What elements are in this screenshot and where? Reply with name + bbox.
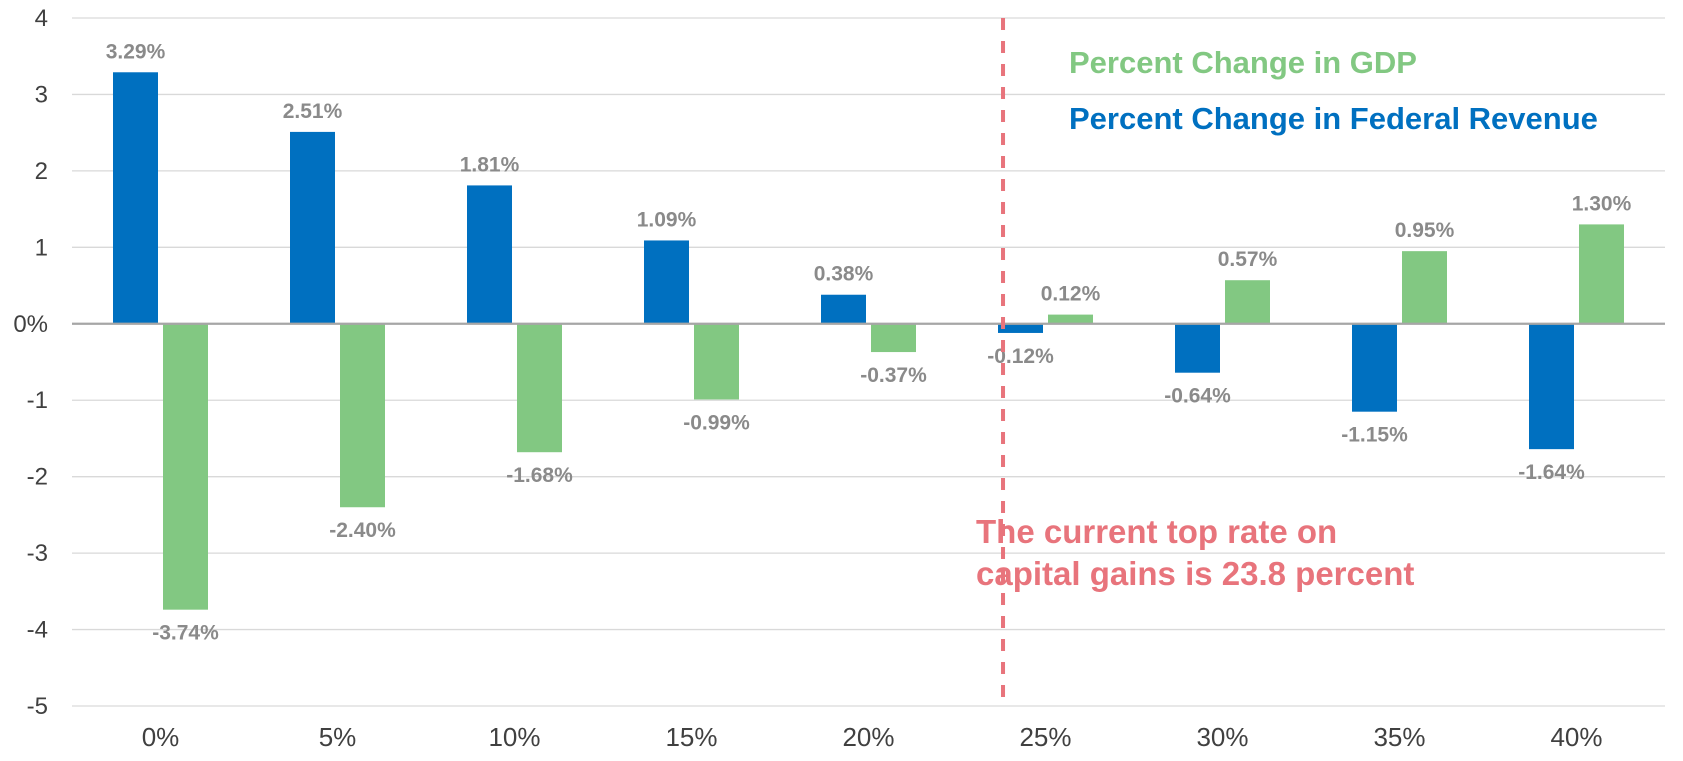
bar-federal-revenue-5pct — [290, 131, 335, 324]
bar-federal-revenue-20pct — [821, 294, 866, 324]
y-tick-label: -5 — [27, 693, 48, 720]
bar-gdp-5pct — [340, 323, 385, 508]
x-tick-label: 40% — [1550, 722, 1602, 752]
x-tick-label: 10% — [488, 722, 540, 752]
y-tick-label: -2 — [27, 464, 48, 491]
data-label: 2.51% — [283, 100, 343, 123]
data-label: 0.12% — [1041, 283, 1101, 306]
data-label: 0.95% — [1395, 219, 1455, 242]
data-label: 0.57% — [1218, 248, 1278, 271]
x-tick-label: 5% — [319, 722, 357, 752]
bar-gdp-30pct — [1225, 280, 1270, 324]
data-label: -0.12% — [987, 345, 1054, 368]
y-tick-label: 1 — [35, 234, 48, 261]
x-tick-label: 0% — [142, 722, 180, 752]
bar-gdp-15pct — [694, 323, 739, 400]
bar-gdp-40pct — [1579, 224, 1624, 324]
bar-federal-revenue-30pct — [1175, 323, 1220, 373]
y-tick-label: 4 — [35, 5, 48, 32]
bar-federal-revenue-15pct — [644, 240, 689, 324]
y-tick-label: -3 — [27, 540, 48, 567]
data-label: 1.81% — [460, 153, 520, 176]
data-label: -0.37% — [860, 364, 927, 387]
y-tick-label: 3 — [35, 81, 48, 108]
data-label: -0.64% — [1164, 385, 1231, 408]
legend-federal-revenue: Percent Change in Federal Revenue — [1069, 101, 1598, 136]
bar-gdp-0pct — [163, 323, 208, 610]
bar-gdp-20pct — [871, 323, 916, 353]
data-labels: 3.29% -3.74% 2.51% -2.40% 1.81% -1.68% 1.09% -0… — [106, 40, 1632, 644]
bar-federal-revenue-40pct — [1529, 323, 1574, 450]
x-tick-label: 15% — [665, 722, 717, 752]
data-label: 1.30% — [1572, 192, 1632, 215]
y-tick-label: -1 — [27, 387, 48, 414]
legend-gdp: Percent Change in GDP — [1069, 45, 1417, 80]
bar-gdp-25pct — [1048, 314, 1093, 324]
annotation: The current top rate on capital gains is… — [976, 513, 1414, 592]
annotation-line-1: The current top rate on — [976, 513, 1337, 550]
data-label: -3.74% — [152, 622, 219, 645]
data-label: -1.64% — [1518, 461, 1585, 484]
bars — [113, 72, 1624, 610]
bar-federal-revenue-0pct — [113, 72, 158, 324]
bar-gdp-10pct — [517, 323, 562, 453]
y-tick-label: 2 — [35, 158, 48, 185]
bar-gdp-35pct — [1402, 251, 1447, 324]
annotation-line-2: capital gains is 23.8 percent — [976, 555, 1414, 592]
data-label: 0.38% — [814, 263, 874, 286]
bar-federal-revenue-35pct — [1352, 323, 1397, 412]
y-tick-label: 0% — [13, 311, 48, 338]
bar-federal-revenue-10pct — [467, 185, 512, 324]
legend: Percent Change in GDP Percent Change in … — [1069, 45, 1598, 136]
bar-federal-revenue-25pct — [998, 323, 1043, 333]
y-tick-label: -4 — [27, 617, 48, 644]
data-label: -1.68% — [506, 464, 573, 487]
x-tick-label: 35% — [1373, 722, 1425, 752]
data-label: 1.09% — [637, 208, 697, 231]
x-tick-label: 25% — [1019, 722, 1071, 752]
x-tick-label: 30% — [1196, 722, 1248, 752]
gridlines — [72, 17, 1665, 707]
data-label: 3.29% — [106, 40, 166, 63]
x-tick-label: 20% — [842, 722, 894, 752]
data-label: -2.40% — [329, 519, 396, 542]
data-label: -1.15% — [1341, 424, 1408, 447]
data-label: -0.99% — [683, 411, 750, 434]
